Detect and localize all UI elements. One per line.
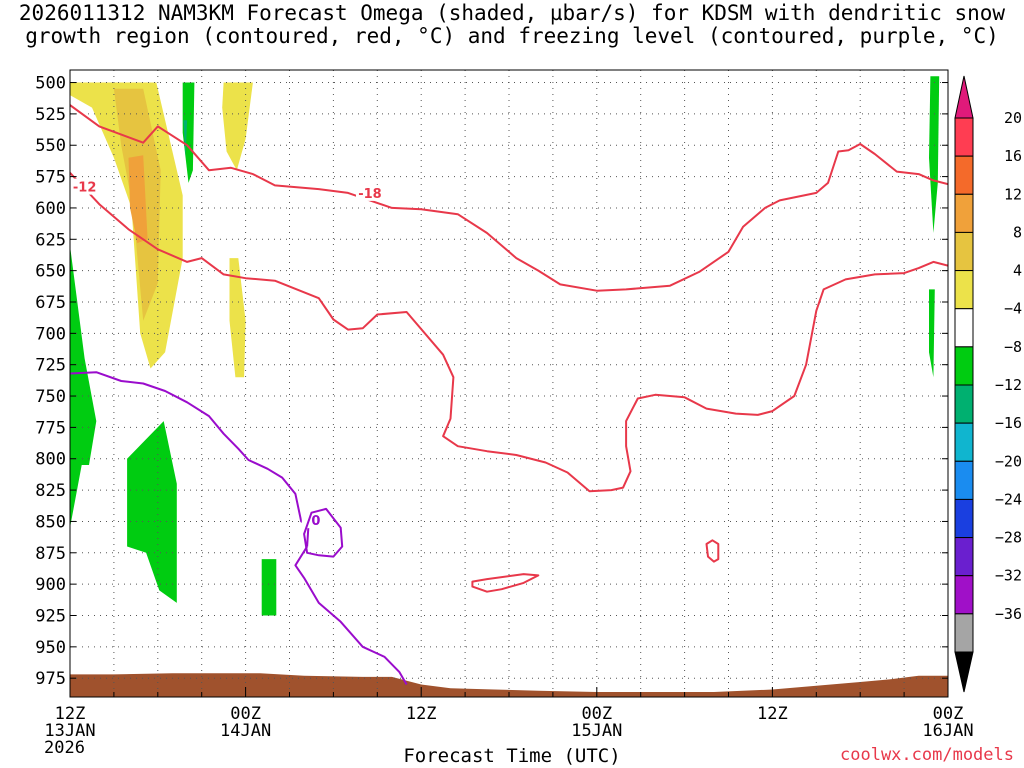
y-tick-label-16: 900 xyxy=(35,575,66,595)
x-tick-label-5: 00Z xyxy=(933,704,964,724)
x-tick-label-2: 12Z xyxy=(406,704,437,724)
omega-region-2 xyxy=(128,155,148,244)
credit-link[interactable]: coolwx.com/models xyxy=(840,745,1014,765)
omega-region-10 xyxy=(929,76,940,233)
y-tick-label-13: 825 xyxy=(35,481,66,501)
x-tick-label-4: 12Z xyxy=(757,704,788,724)
y-tick-label-19: 975 xyxy=(35,669,66,689)
y-tick-label-5: 625 xyxy=(35,230,66,250)
omega-region-7 xyxy=(70,245,97,528)
colorbar-bottom-arrow xyxy=(954,651,974,693)
y-tick-label-3: 575 xyxy=(35,168,66,188)
freezing-contour-0 xyxy=(70,371,310,547)
y-tick-label-2: 550 xyxy=(35,136,66,156)
x-tick-label-1: 00Z xyxy=(230,704,261,724)
omega-region-9 xyxy=(261,559,277,616)
x-tick-date-5: 16JAN xyxy=(922,721,973,741)
omega-region-4 xyxy=(229,258,246,378)
colorbar-swatch-4 xyxy=(954,270,974,310)
y-tick-label-12: 800 xyxy=(35,450,66,470)
dgz-contour-1 xyxy=(70,172,948,493)
x-axis-label: Forecast Time (UTC) xyxy=(403,745,621,767)
colorbar-swatch-8 xyxy=(954,422,974,462)
y-tick-label-15: 875 xyxy=(35,544,66,564)
colorbar-label-12: −32 xyxy=(995,567,1022,585)
colorbar-label-9: −20 xyxy=(995,452,1022,470)
x-tick-label-0: 12Z xyxy=(55,704,86,724)
y-tick-label-1: 525 xyxy=(35,105,66,125)
dgz-contour-label-bg-1 xyxy=(70,178,99,195)
colorbar-swatch-1 xyxy=(954,155,974,195)
terrain-fill xyxy=(70,673,948,697)
y-tick-label-14: 850 xyxy=(35,512,66,532)
y-tick-label-18: 950 xyxy=(35,638,66,658)
colorbar-label-11: −28 xyxy=(995,529,1022,547)
y-tick-label-7: 675 xyxy=(35,293,66,313)
dgz-contour-3 xyxy=(705,539,720,563)
omega-region-3 xyxy=(222,82,253,171)
colorbar-swatch-10 xyxy=(954,498,974,539)
omega-region-6 xyxy=(183,120,188,158)
omega-region-5 xyxy=(182,82,195,183)
colorbar-label-13: −36 xyxy=(995,605,1022,623)
colorbar-swatch-12 xyxy=(954,575,974,615)
colorbar-swatch-0 xyxy=(954,117,974,157)
colorbar-swatch-11 xyxy=(954,537,974,577)
colorbar-top-arrow xyxy=(954,75,974,119)
colorbar-label-7: −12 xyxy=(995,376,1022,394)
colorbar-swatch-6 xyxy=(954,346,974,386)
colorbar-swatch-5 xyxy=(954,308,974,348)
colorbar-swatch-2 xyxy=(954,193,974,233)
y-tick-label-9: 725 xyxy=(35,356,66,376)
dgz-contour-0 xyxy=(70,104,948,292)
x-tick-date-0: 13JAN xyxy=(44,721,95,741)
chart-title: 2026011312 NAM3KM Forecast Omega (shaded… xyxy=(0,2,1024,48)
colorbar-label-10: −24 xyxy=(995,490,1022,508)
chart-title-line2: growth region (contoured, red, °C) and f… xyxy=(25,24,999,48)
x-tick-date-3: 15JAN xyxy=(571,721,622,741)
chart-title-line1: 2026011312 NAM3KM Forecast Omega (shaded… xyxy=(18,1,1006,25)
y-tick-label-6: 650 xyxy=(35,262,66,282)
y-tick-label-17: 925 xyxy=(35,606,66,626)
colorbar-label-0: 20 xyxy=(1004,109,1022,127)
freezing-contour-2 xyxy=(294,545,408,686)
plot-frame xyxy=(69,69,949,698)
omega-region-11 xyxy=(929,289,935,378)
freezing-contour-1 xyxy=(303,507,344,558)
y-tick-label-8: 700 xyxy=(35,324,66,344)
plot-area: -18 -12 0 xyxy=(70,70,948,697)
colorbar-label-8: −16 xyxy=(995,414,1022,432)
colorbar-label-4: 4 xyxy=(1013,262,1022,280)
colorbar-label-6: −8 xyxy=(1004,338,1022,356)
year-label: 2026 xyxy=(44,738,85,758)
colorbar-swatch-13 xyxy=(954,613,974,653)
colorbar-label-2: 12 xyxy=(1004,185,1022,203)
colorbar-swatch-3 xyxy=(954,231,974,272)
y-tick-label-11: 775 xyxy=(35,418,66,438)
y-tick-label-10: 750 xyxy=(35,387,66,407)
x-tick-date-1: 14JAN xyxy=(220,721,271,741)
colorbar-label-1: 16 xyxy=(1004,147,1022,165)
colorbar-swatch-9 xyxy=(954,460,974,500)
colorbar-label-5: −4 xyxy=(1004,300,1022,318)
omega-region-8 xyxy=(127,421,177,603)
dgz-contour-label-0: -18 xyxy=(358,187,382,202)
x-tick-label-3: 00Z xyxy=(581,704,612,724)
colorbar-swatch-7 xyxy=(954,384,974,424)
dgz-contour-label-bg-0 xyxy=(355,184,384,201)
dgz-contour-2 xyxy=(471,573,540,593)
colorbar-label-3: 8 xyxy=(1013,223,1022,241)
y-tick-label-4: 600 xyxy=(35,199,66,219)
y-tick-label-0: 500 xyxy=(35,74,66,94)
freezing-contour-label-0: 0 xyxy=(311,514,320,529)
dgz-contour-label-1: -12 xyxy=(73,181,97,196)
freezing-contour-label-bg-0 xyxy=(301,512,330,529)
